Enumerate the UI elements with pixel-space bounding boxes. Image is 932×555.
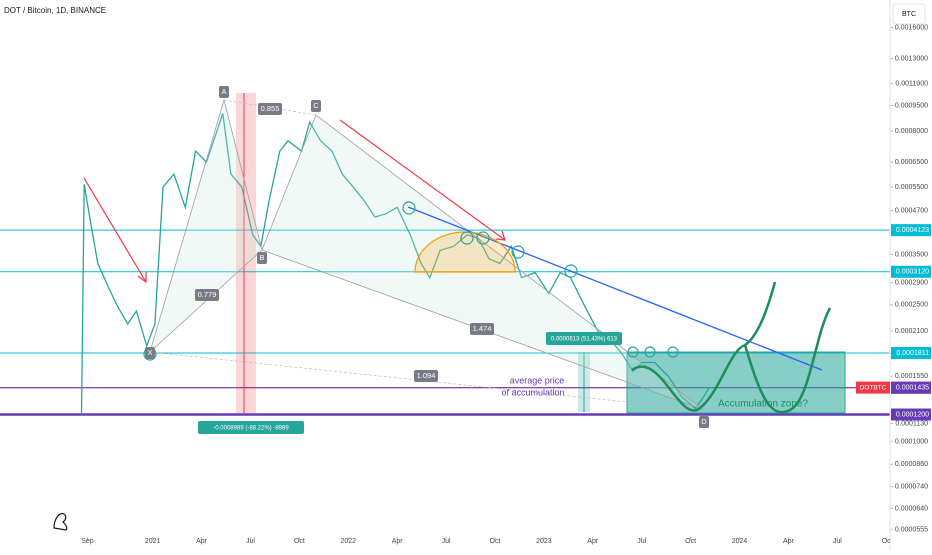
point-label: X [147, 348, 152, 357]
marker [460, 231, 474, 245]
trendline [407, 206, 823, 371]
drawings: X A B C D 0.855 0.779 1.474 1.094 0.0000… [83, 86, 846, 434]
y-tick-label: 0.0000860 [895, 461, 928, 468]
label-box [470, 323, 494, 335]
label-box [258, 103, 282, 115]
y-tick-label: 0.0000555 [895, 527, 928, 534]
x-tick-label: 2023 [536, 538, 552, 545]
point-label: C [313, 101, 319, 110]
y-tick-label: 0.0003500 [895, 251, 928, 258]
marker [476, 231, 490, 245]
x-tick-label: Apr [392, 538, 404, 545]
measure-label: -0.0008989 (-88.22%) -8989 [213, 426, 289, 432]
label-box [145, 347, 155, 359]
y-tick-label: 0.0002100 [895, 328, 928, 335]
level-box [891, 381, 931, 394]
ratio-label: 1.094 [417, 371, 436, 380]
x-tick-label: Apr [196, 538, 208, 545]
point-label: D [701, 417, 707, 426]
y-tick-label: 0.0002500 [895, 302, 928, 309]
x-tick-label: 2024 [732, 538, 748, 545]
point-label: B [259, 253, 264, 262]
unit-label: BTC [902, 11, 916, 18]
x-tick-label: Oct [490, 538, 501, 545]
unit-button[interactable] [892, 3, 926, 25]
note: Accumulation zone? [718, 399, 808, 410]
markers [143, 201, 679, 361]
x-tick-label: 2021 [145, 538, 161, 545]
x-tick-label: Oct [294, 538, 305, 545]
level-box [891, 224, 931, 237]
level-label: 0.0003120 [896, 269, 929, 276]
marker [511, 245, 525, 259]
ratio-label: 0.779 [198, 290, 217, 299]
marker [564, 264, 578, 278]
measure-box [546, 332, 622, 345]
point-label: A [221, 87, 226, 96]
symbol-box [856, 381, 890, 394]
y-tick-label: 0.0013000 [895, 55, 928, 62]
y-tick-label: 0.0008000 [895, 128, 928, 135]
marker [644, 346, 656, 358]
pattern-labels: X A B C D 0.855 0.779 1.474 1.094 0.0000… [145, 86, 808, 434]
level-label: 0.0001811 [896, 350, 929, 357]
x-tick-label: Oct [685, 538, 696, 545]
y-tick-label: 0.0005500 [895, 184, 928, 191]
ratio-label: 0.855 [261, 104, 280, 113]
label-box [699, 416, 709, 428]
fib-range [236, 93, 256, 413]
arrow [83, 177, 147, 284]
level-box [891, 408, 931, 421]
x-tick-label: Apr [783, 538, 795, 545]
x-tick-label: Sep [81, 538, 94, 545]
x-tick-label: Apr [587, 538, 599, 545]
x-tick-label: Jul [442, 538, 451, 545]
measure-box [198, 421, 304, 434]
y-tick-label: 0.0001550 [895, 373, 928, 380]
level-box [891, 265, 931, 278]
logo [53, 513, 68, 531]
y-tick-label: 0.0001000 [895, 439, 928, 446]
x-tick-label: 2022 [340, 538, 356, 545]
y-tick-label: 0.0016000 [895, 24, 928, 31]
label-box [195, 289, 219, 301]
level-label: 0.0001200 [896, 411, 929, 418]
projection-curve [743, 307, 832, 414]
projection-curve [631, 281, 777, 412]
x-tick-label: Jul [833, 538, 842, 545]
label-box [257, 252, 267, 264]
x-tick-label: Jul [246, 538, 255, 545]
y-tick-label: 0.0011000 [895, 80, 928, 87]
marker [627, 346, 639, 358]
label-box [311, 100, 321, 112]
y-tick-label: 0.0000740 [895, 484, 928, 491]
marker [667, 346, 679, 358]
measure-label: 0.0000613 (51.43%) 613 [551, 337, 618, 343]
symbol-label: DOTBTC [860, 384, 887, 391]
x-tick-label: Oc [882, 538, 891, 545]
y-tick-label: 0.0009500 [895, 102, 928, 109]
y-tick-label: 0.0006500 [895, 159, 928, 166]
x-tick-label: Jul [637, 538, 646, 545]
arrow [339, 119, 506, 241]
y-tick-label: 0.0002900 [895, 280, 928, 287]
note: average price [510, 375, 565, 385]
y-tick-label: 0.0001130 [895, 420, 928, 427]
note: of accumulation [501, 387, 564, 397]
y-tick-label: 0.0004700 [895, 207, 928, 214]
ratio-label: 1.474 [473, 324, 492, 333]
y-tick-label: 0.0000640 [895, 505, 928, 512]
level-box [891, 347, 931, 360]
level-label: 0.0004123 [896, 227, 929, 234]
level-label: 0.0001435 [896, 385, 929, 392]
marker [402, 201, 416, 215]
chart-title: DOT / Bitcoin, 1D, BINANCE [4, 6, 106, 15]
label-box [219, 86, 229, 98]
label-box [414, 370, 438, 382]
